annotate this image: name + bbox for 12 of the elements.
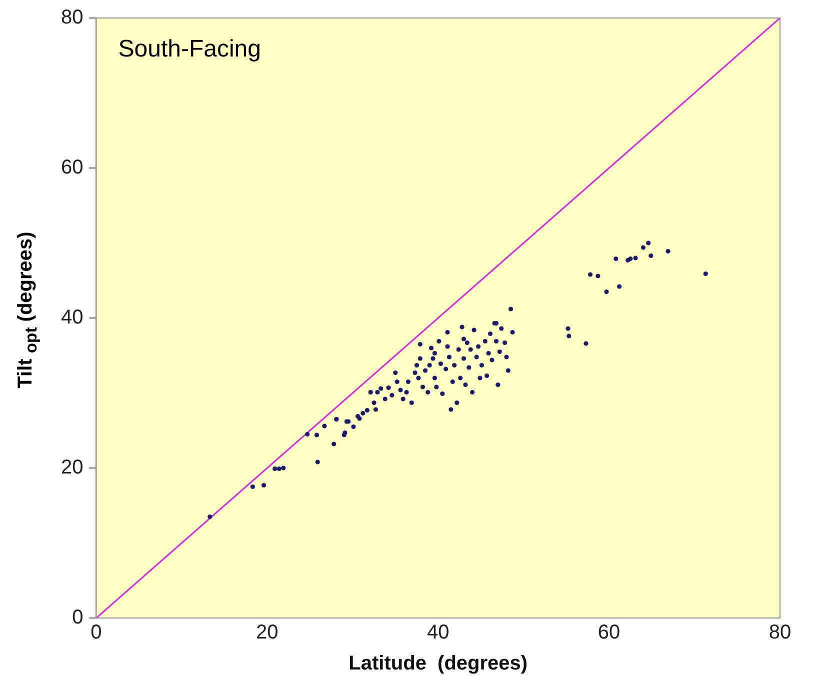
x-tick-label: 40 bbox=[427, 622, 450, 644]
y-tick-label: 60 bbox=[60, 156, 84, 179]
x-tick-label: 60 bbox=[598, 622, 620, 644]
y-tick-label: 20 bbox=[60, 456, 84, 479]
annotation: South-Facing bbox=[118, 36, 261, 63]
x-tick-label: 0 bbox=[90, 622, 102, 644]
y-tick-label: 40 bbox=[60, 306, 84, 329]
x-tick-label: 80 bbox=[768, 622, 792, 644]
x-tick-label: 20 bbox=[256, 622, 278, 644]
y-tick-label: 80 bbox=[60, 6, 84, 29]
x-axis-title: Latitude (degrees) bbox=[348, 652, 528, 675]
y-tick-label: 0 bbox=[72, 606, 84, 629]
